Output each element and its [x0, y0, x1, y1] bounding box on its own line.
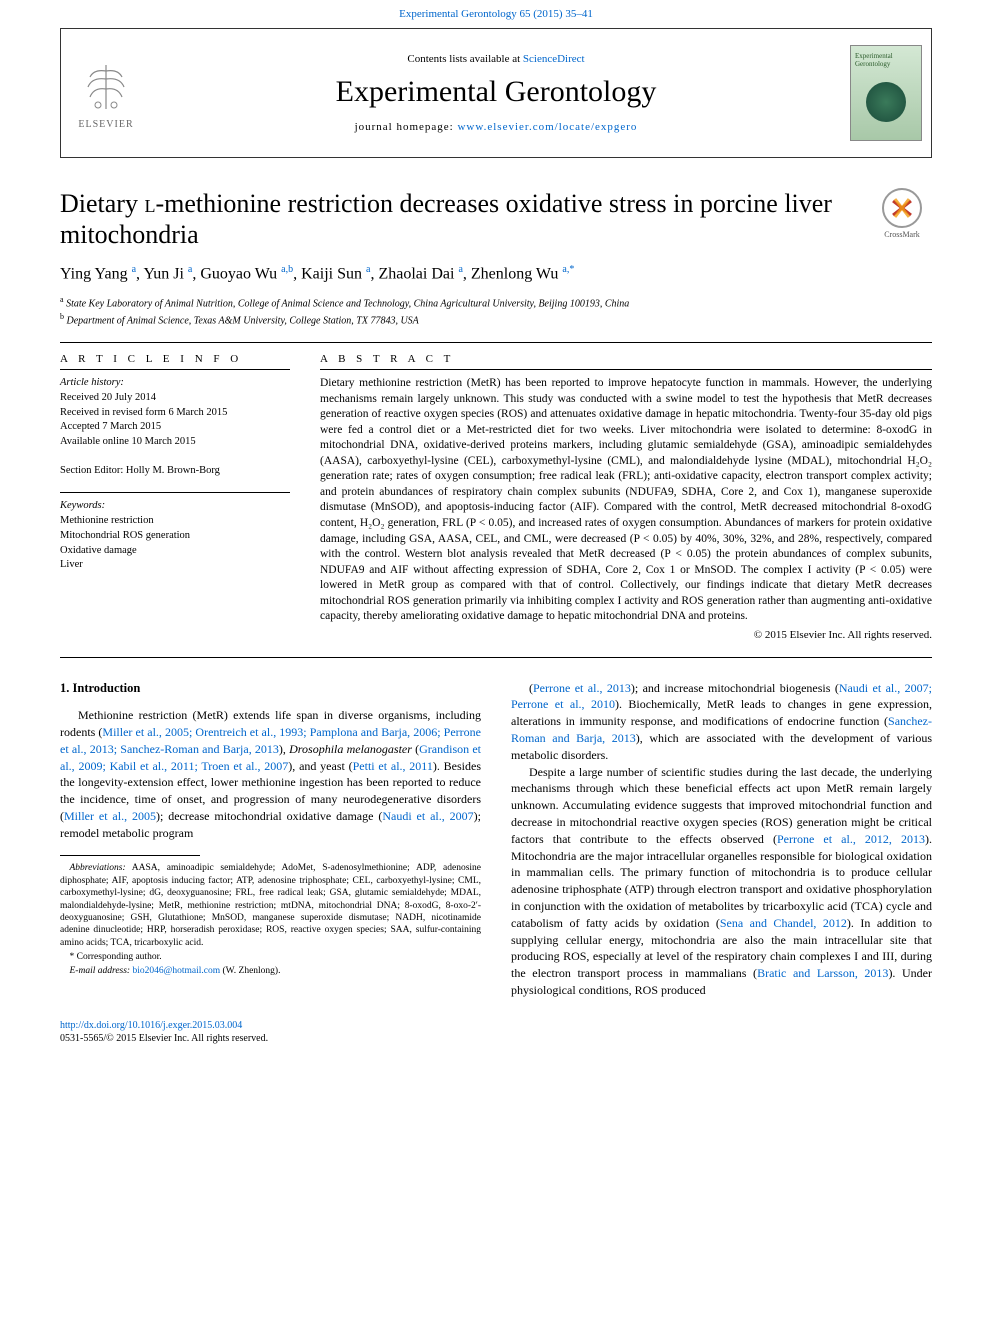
- intro-p3: Despite a large number of scientific stu…: [511, 764, 932, 999]
- article-info-column: A R T I C L E I N F O Article history: R…: [60, 353, 290, 640]
- footnotes-divider: [60, 855, 200, 856]
- abbrev-text: AASA, aminoadipic semialdehyde; AdoMet, …: [60, 863, 481, 947]
- footnotes: Abbreviations: AASA, aminoadipic semiald…: [60, 862, 481, 977]
- issn-copyright: 0531-5565/© 2015 Elsevier Inc. All right…: [60, 1033, 268, 1044]
- info-abstract-row: A R T I C L E I N F O Article history: R…: [60, 353, 932, 640]
- journal-title: Experimental Gerontology: [336, 75, 657, 109]
- abstract-heading: A B S T R A C T: [320, 353, 932, 365]
- page-footer: http://dx.doi.org/10.1016/j.exger.2015.0…: [60, 1019, 932, 1045]
- email-link[interactable]: bio2046@hotmail.com: [132, 966, 220, 976]
- crossmark-label: CrossMark: [884, 230, 920, 239]
- journal-homepage-line: journal homepage: www.elsevier.com/locat…: [355, 121, 638, 133]
- contents-prefix: Contents lists available at: [407, 53, 522, 65]
- homepage-link[interactable]: www.elsevier.com/locate/expgero: [457, 121, 637, 133]
- crossmark-icon: [882, 188, 922, 228]
- divider: [60, 342, 932, 343]
- email-who: (W. Zhenlong).: [220, 966, 280, 976]
- journal-cover: Experimental Gerontology: [841, 29, 931, 157]
- keywords-block: Keywords: Methionine restrictionMitochon…: [60, 499, 290, 572]
- abstract-column: A B S T R A C T Dietary methionine restr…: [320, 353, 932, 640]
- title-row: Dietary l-methionine restriction decreas…: [60, 188, 932, 250]
- cover-thumbnail: Experimental Gerontology: [850, 45, 922, 141]
- intro-heading: 1. Introduction: [60, 680, 481, 698]
- article-title: Dietary l-methionine restriction decreas…: [60, 188, 852, 250]
- homepage-prefix: journal homepage:: [355, 121, 458, 133]
- elsevier-label: ELSEVIER: [78, 119, 133, 130]
- article-info-heading: A R T I C L E I N F O: [60, 353, 290, 365]
- contents-lists-line: Contents lists available at ScienceDirec…: [407, 53, 584, 65]
- abbrev-label: Abbreviations:: [70, 863, 126, 873]
- divider-bottom: [60, 657, 932, 658]
- body-two-columns: 1. Introduction Methionine restriction (…: [60, 680, 932, 999]
- article-content: Dietary l-methionine restriction decreas…: [60, 188, 932, 999]
- elsevier-tree-icon: [76, 57, 136, 117]
- abstract-text: Dietary methionine restriction (MetR) ha…: [320, 376, 932, 624]
- doi-link[interactable]: http://dx.doi.org/10.1016/j.exger.2015.0…: [60, 1020, 242, 1031]
- journal-citation-top: Experimental Gerontology 65 (2015) 35–41: [0, 0, 992, 24]
- corresponding-author-footnote: * Corresponding author.: [60, 951, 481, 963]
- intro-p1: Methionine restriction (MetR) extends li…: [60, 707, 481, 841]
- header-center: Contents lists available at ScienceDirec…: [151, 29, 841, 157]
- history-label: Article history:: [60, 376, 290, 391]
- crossmark-badge[interactable]: CrossMark: [872, 188, 932, 239]
- info-divider-2: [60, 492, 290, 493]
- title-part-1: Dietary: [60, 189, 144, 218]
- journal-citation-link[interactable]: Experimental Gerontology 65 (2015) 35–41: [399, 8, 593, 20]
- title-part-2: -methionine restriction decreases oxidat…: [60, 189, 832, 249]
- affiliations: a State Key Laboratory of Animal Nutriti…: [60, 294, 932, 329]
- keywords-label: Keywords:: [60, 499, 290, 514]
- email-footnote: E-mail address: bio2046@hotmail.com (W. …: [60, 965, 481, 977]
- article-history: Article history: Received 20 July 2014Re…: [60, 376, 290, 449]
- intro-p2: (Perrone et al., 2013); and increase mit…: [511, 680, 932, 764]
- journal-header-box: ELSEVIER Contents lists available at Sci…: [60, 28, 932, 158]
- email-label: E-mail address:: [70, 966, 131, 976]
- info-divider: [60, 369, 290, 370]
- authors-line: Ying Yang a, Yun Ji a, Guoyao Wu a,b, Ka…: [60, 264, 932, 283]
- elsevier-logo: ELSEVIER: [61, 29, 151, 157]
- abbreviations-footnote: Abbreviations: AASA, aminoadipic semiald…: [60, 862, 481, 948]
- abstract-copyright: © 2015 Elsevier Inc. All rights reserved…: [320, 629, 932, 641]
- abstract-divider: [320, 369, 932, 370]
- title-smallcaps: l: [144, 189, 155, 218]
- sciencedirect-link[interactable]: ScienceDirect: [523, 53, 585, 65]
- cover-title-text: Experimental Gerontology: [855, 52, 917, 68]
- section-editor: Section Editor: Holly M. Brown-Borg: [60, 464, 290, 479]
- cover-graphic-icon: [866, 82, 906, 122]
